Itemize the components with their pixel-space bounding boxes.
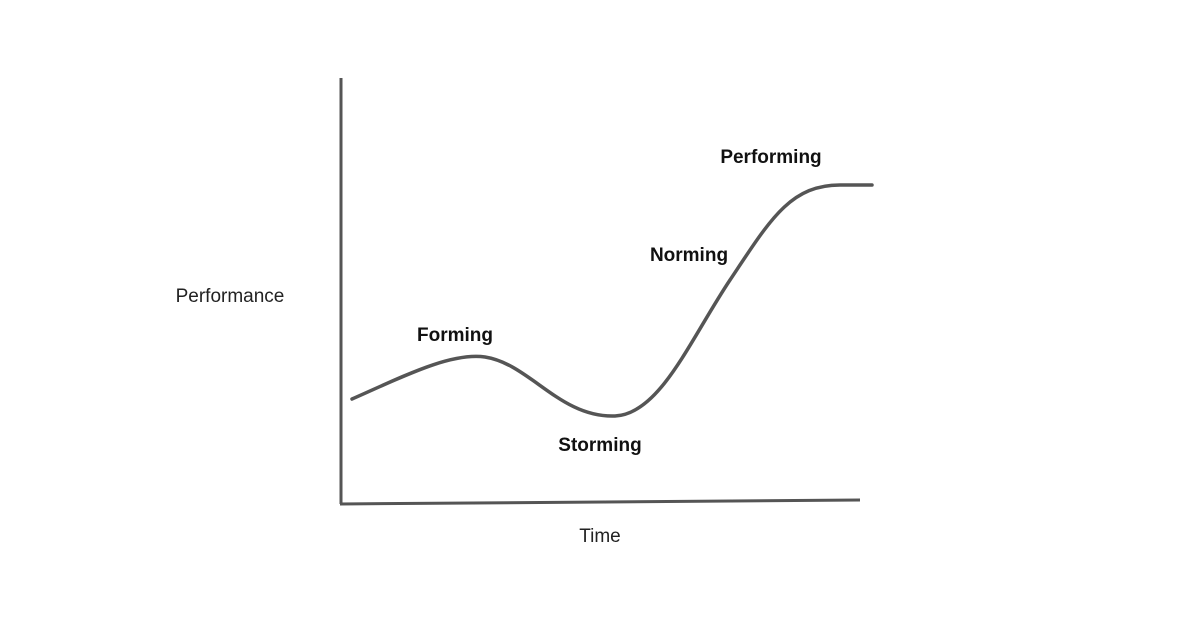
performance-curve: [350, 183, 874, 418]
stage-label: Storming: [558, 435, 641, 456]
x-axis: [339, 498, 861, 506]
x-axis-label: Time: [579, 526, 621, 547]
stage-label: Norming: [650, 245, 728, 266]
stage-label: Forming: [417, 325, 493, 346]
y-axis-label: Performance: [176, 286, 285, 307]
stage-label: Performing: [720, 147, 821, 168]
